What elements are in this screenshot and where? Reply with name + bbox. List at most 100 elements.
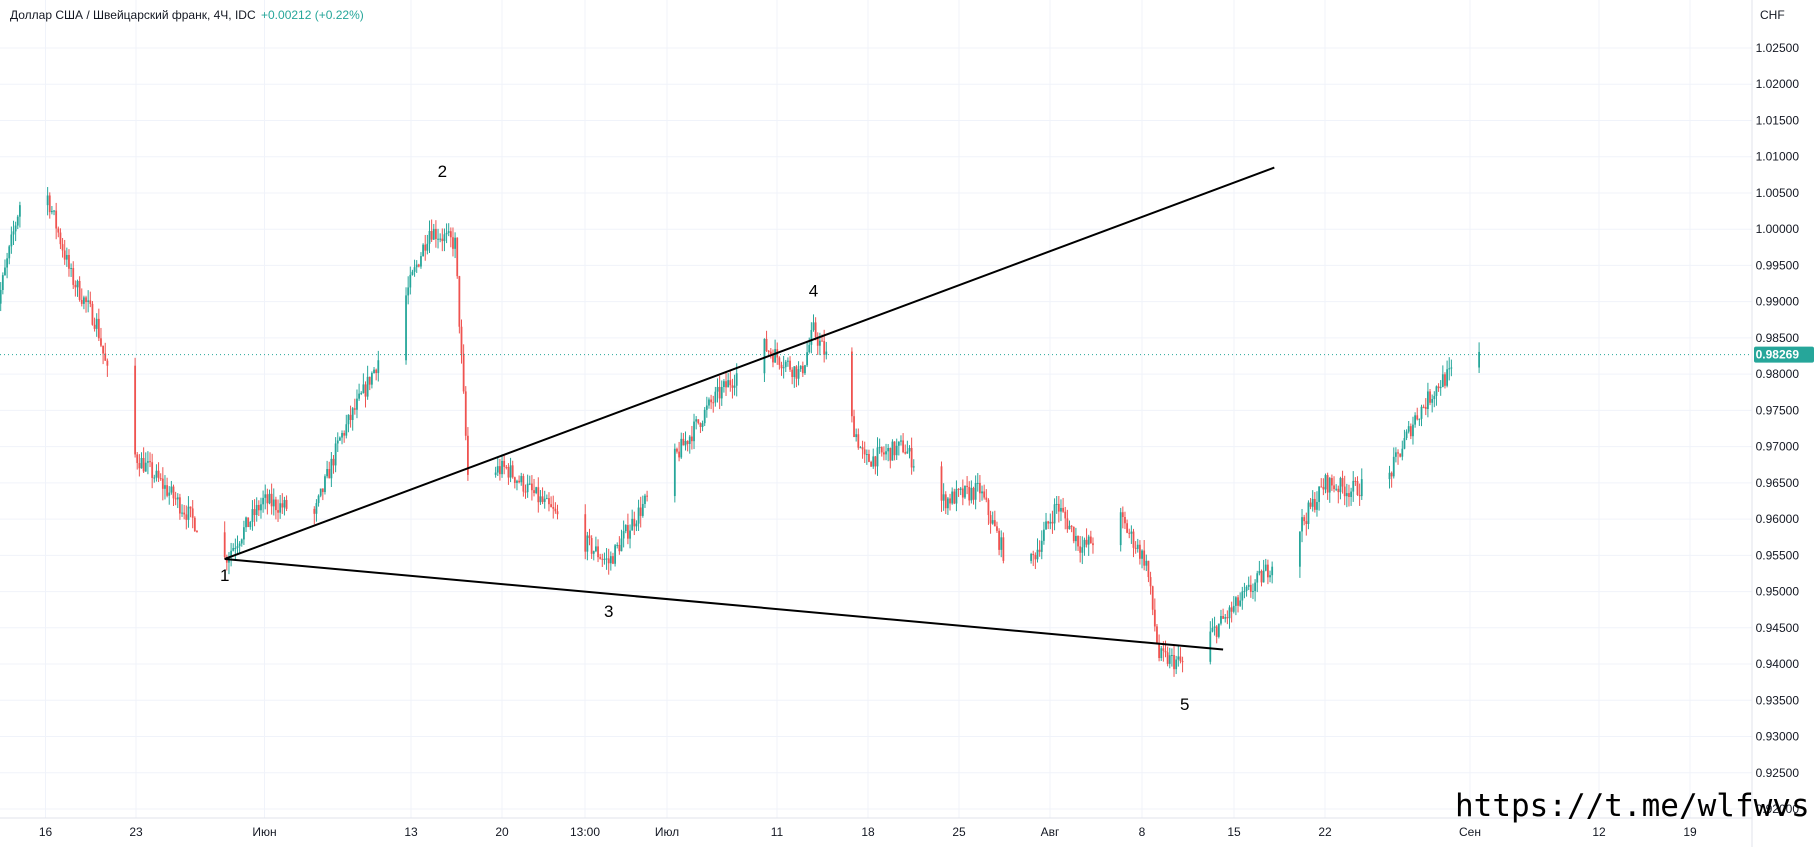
price-axis[interactable]: CHF 1.02500 1.02000 1.01500 1.01000 1.00500 1…	[1756, 8, 1800, 816]
candle-body	[693, 421, 695, 442]
wave-label-5[interactable]: 5	[1180, 695, 1189, 714]
candle-body	[343, 433, 346, 436]
watermark-link[interactable]: https://t.me/wlfwvs	[1455, 788, 1810, 824]
grid	[0, 0, 1752, 818]
candle	[586, 531, 589, 561]
candle-body	[332, 458, 335, 466]
candle	[1132, 528, 1135, 558]
candle-body	[1301, 517, 1303, 532]
symbol-legend[interactable]: Доллар США / Швейцарский франк, 4Ч, IDC …	[10, 8, 364, 22]
time-axis[interactable]: 16 23 Июн 13 20 13:00 Июл 11 18 25 Авг 8 15 22 Сен 12 19	[39, 825, 1697, 839]
candle	[1081, 536, 1084, 565]
wave-label-4[interactable]: 4	[809, 282, 818, 301]
candle	[428, 220, 431, 254]
candle-body	[637, 507, 640, 524]
candlestick-series[interactable]	[0, 187, 1480, 677]
candle-body	[1407, 426, 1410, 432]
last-price-label: 0.98269	[1756, 348, 1800, 362]
candle	[1313, 492, 1316, 513]
candle-body	[597, 546, 599, 558]
candle	[865, 449, 868, 465]
time-tick-label: 22	[1318, 825, 1332, 839]
candle	[1000, 530, 1003, 558]
last-price-tag: 0.98269	[1754, 346, 1814, 363]
candle	[541, 487, 544, 505]
candle	[1055, 495, 1058, 514]
candle	[727, 373, 730, 388]
candle-body	[874, 456, 877, 467]
candle-body	[93, 324, 96, 329]
candle-body	[1032, 553, 1035, 556]
candle	[328, 461, 331, 479]
candle	[1339, 476, 1342, 500]
candle-body	[1030, 553, 1032, 561]
candle-body	[1230, 607, 1233, 612]
candle-body	[1478, 351, 1480, 368]
candle	[1136, 538, 1139, 553]
candle-body	[1179, 656, 1182, 662]
candle	[1062, 497, 1064, 513]
candle	[501, 454, 503, 478]
candle-body	[407, 287, 410, 296]
candle-body	[801, 365, 804, 374]
candle	[876, 437, 879, 476]
candle-body	[1450, 367, 1453, 369]
candle	[10, 226, 13, 254]
candle	[974, 475, 977, 510]
candle-body	[940, 466, 943, 501]
wave-label-2[interactable]: 2	[438, 162, 447, 181]
candle-body	[10, 234, 13, 247]
candle-body	[1247, 584, 1250, 587]
candle-body	[445, 232, 448, 235]
candle-body	[1143, 550, 1146, 566]
candle-body	[452, 237, 454, 249]
candle	[240, 538, 243, 547]
candle	[51, 206, 53, 215]
candle-body	[528, 483, 531, 485]
candle	[95, 313, 98, 337]
candle	[597, 539, 599, 563]
candle-body	[810, 330, 813, 345]
trendline-lower[interactable]	[224, 557, 1224, 651]
candle	[1, 272, 4, 295]
candle-body	[1307, 502, 1310, 524]
candle-body	[1444, 374, 1446, 386]
candle-body	[1397, 452, 1399, 454]
candle-body	[1224, 617, 1227, 619]
wave-label-1[interactable]: 1	[220, 566, 229, 585]
candle-body	[1237, 597, 1239, 606]
candle-body	[806, 352, 808, 366]
candle	[878, 438, 881, 454]
candle	[637, 499, 640, 531]
candle	[1079, 535, 1082, 563]
candle	[1324, 473, 1327, 494]
candle	[639, 496, 642, 528]
trendline-drawings[interactable]	[224, 166, 1275, 651]
candle	[1222, 608, 1224, 619]
candle	[691, 425, 693, 450]
candle	[6, 252, 8, 279]
candle	[955, 480, 958, 512]
wave-annotations[interactable]: 1 2 3 4 5	[220, 162, 1189, 714]
candle	[176, 493, 179, 509]
candle-body	[787, 360, 789, 362]
candle	[599, 553, 602, 560]
candle-body	[85, 297, 87, 303]
candle-body	[279, 503, 282, 513]
candle-body	[1388, 472, 1391, 480]
candle-body	[368, 376, 371, 385]
candle	[1230, 601, 1233, 623]
candle	[238, 541, 241, 554]
candle	[953, 488, 956, 505]
candle-body	[1181, 661, 1184, 663]
trendline-upper[interactable]	[224, 166, 1275, 560]
candle-body	[97, 318, 100, 339]
candle	[68, 249, 70, 277]
candle-body	[272, 499, 275, 507]
candle-body	[68, 254, 70, 269]
candle-body	[1068, 525, 1071, 530]
wave-label-3[interactable]: 3	[604, 602, 613, 621]
price-tick-label: 1.02500	[1756, 41, 1800, 55]
candle	[891, 439, 894, 461]
